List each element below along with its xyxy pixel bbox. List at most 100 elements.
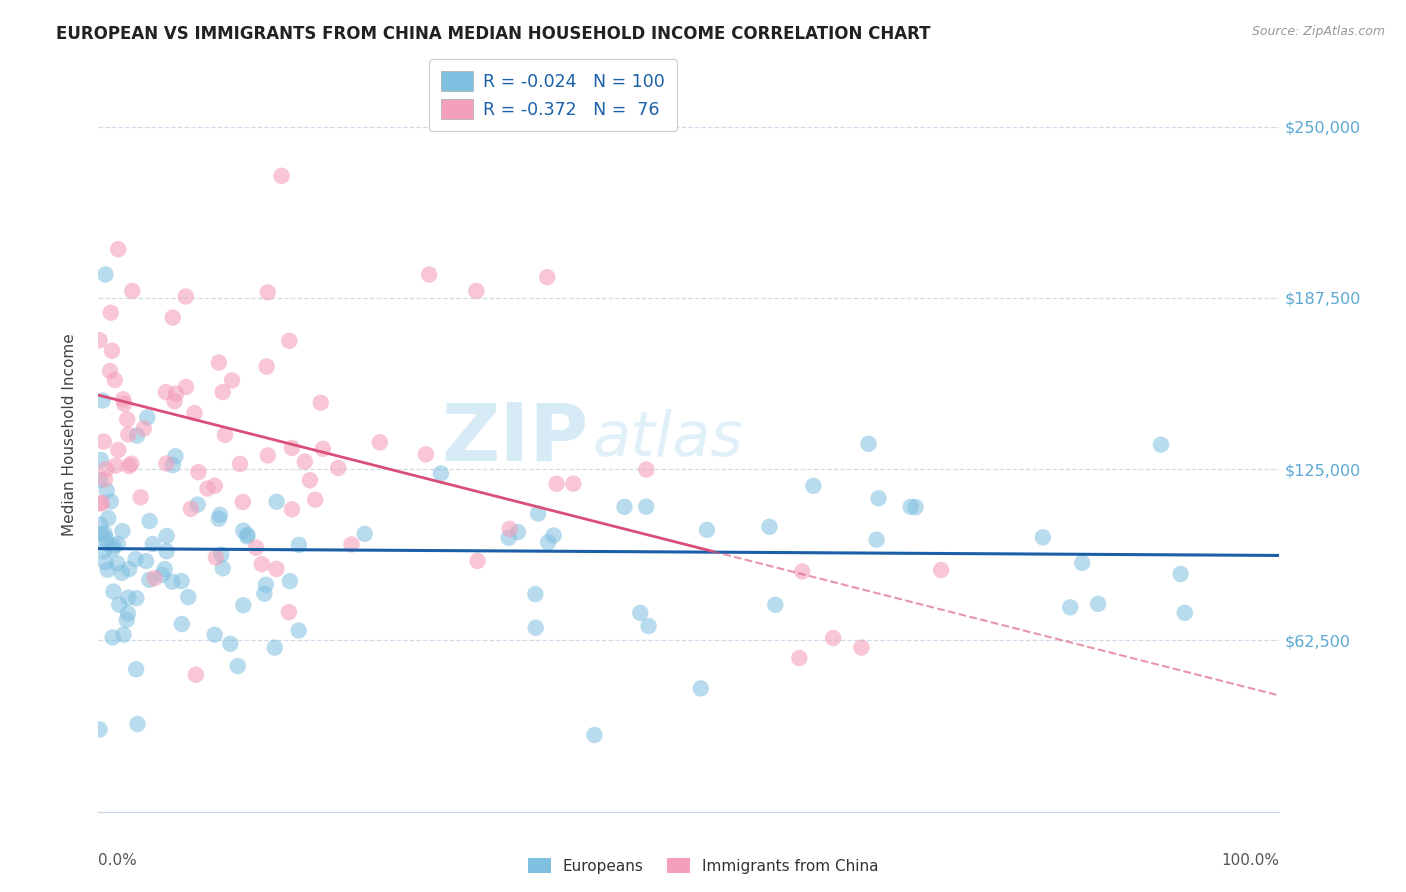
Point bbox=[1059, 600, 1081, 615]
Point bbox=[112, 392, 135, 407]
Point bbox=[97, 511, 120, 525]
Point bbox=[415, 447, 437, 461]
Point bbox=[226, 659, 249, 673]
Point bbox=[1071, 556, 1094, 570]
Point bbox=[613, 500, 636, 514]
Point bbox=[696, 523, 718, 537]
Point bbox=[270, 169, 292, 183]
Point bbox=[121, 284, 143, 298]
Point bbox=[219, 637, 242, 651]
Point bbox=[112, 627, 135, 641]
Point bbox=[583, 728, 606, 742]
Point bbox=[124, 552, 146, 566]
Point bbox=[524, 621, 547, 635]
Point bbox=[1170, 566, 1192, 581]
Point bbox=[868, 491, 890, 506]
Point bbox=[1150, 437, 1173, 451]
Point bbox=[546, 476, 568, 491]
Point bbox=[1087, 597, 1109, 611]
Point bbox=[278, 334, 301, 348]
Point bbox=[232, 599, 254, 613]
Point bbox=[256, 285, 278, 300]
Point bbox=[636, 500, 658, 514]
Point bbox=[165, 450, 187, 464]
Point bbox=[1174, 606, 1197, 620]
Point bbox=[170, 617, 193, 632]
Point bbox=[758, 520, 780, 534]
Point bbox=[637, 619, 659, 633]
Point bbox=[287, 624, 309, 638]
Point bbox=[208, 355, 231, 369]
Point bbox=[229, 457, 252, 471]
Point bbox=[125, 662, 148, 676]
Point bbox=[304, 492, 326, 507]
Point bbox=[125, 428, 148, 442]
Point bbox=[91, 496, 114, 510]
Point bbox=[96, 536, 118, 550]
Point bbox=[162, 310, 184, 325]
Point bbox=[104, 458, 127, 473]
Point bbox=[155, 457, 177, 471]
Point bbox=[823, 631, 845, 645]
Point bbox=[177, 590, 200, 604]
Point bbox=[94, 462, 117, 476]
Point bbox=[129, 491, 152, 505]
Point bbox=[536, 270, 558, 285]
Point bbox=[101, 343, 124, 358]
Point bbox=[162, 458, 184, 472]
Point bbox=[253, 587, 276, 601]
Point bbox=[211, 561, 233, 575]
Point bbox=[204, 628, 226, 642]
Point bbox=[467, 554, 489, 568]
Point bbox=[97, 563, 120, 577]
Point bbox=[125, 591, 148, 606]
Point bbox=[93, 434, 115, 449]
Point bbox=[257, 449, 280, 463]
Point bbox=[266, 562, 288, 576]
Point bbox=[117, 427, 139, 442]
Point bbox=[150, 568, 173, 582]
Point bbox=[524, 587, 547, 601]
Point bbox=[232, 495, 254, 509]
Point bbox=[763, 598, 786, 612]
Point bbox=[107, 442, 129, 457]
Point bbox=[94, 268, 117, 282]
Point bbox=[94, 472, 117, 486]
Point bbox=[117, 607, 139, 621]
Point bbox=[104, 373, 127, 387]
Point bbox=[792, 565, 814, 579]
Point bbox=[89, 473, 111, 487]
Point bbox=[562, 476, 585, 491]
Point bbox=[236, 529, 259, 543]
Text: Source: ZipAtlas.com: Source: ZipAtlas.com bbox=[1251, 25, 1385, 38]
Point bbox=[803, 479, 825, 493]
Point bbox=[127, 717, 149, 731]
Point bbox=[153, 562, 176, 576]
Point bbox=[430, 467, 453, 481]
Point bbox=[208, 508, 231, 522]
Point bbox=[214, 427, 236, 442]
Point bbox=[277, 605, 299, 619]
Point bbox=[537, 535, 560, 549]
Point bbox=[90, 453, 112, 467]
Point bbox=[197, 482, 219, 496]
Point bbox=[117, 412, 139, 426]
Point bbox=[328, 461, 350, 475]
Point bbox=[115, 613, 138, 627]
Point bbox=[527, 507, 550, 521]
Point bbox=[120, 457, 142, 471]
Point bbox=[221, 373, 243, 387]
Point bbox=[266, 494, 288, 508]
Point bbox=[156, 544, 179, 558]
Point bbox=[118, 562, 141, 576]
Point bbox=[498, 531, 520, 545]
Point bbox=[636, 462, 658, 476]
Point bbox=[89, 496, 111, 510]
Point bbox=[101, 631, 124, 645]
Point bbox=[117, 591, 139, 605]
Point bbox=[184, 667, 207, 681]
Point bbox=[250, 557, 273, 571]
Point bbox=[929, 563, 952, 577]
Point bbox=[498, 522, 520, 536]
Point bbox=[170, 574, 193, 588]
